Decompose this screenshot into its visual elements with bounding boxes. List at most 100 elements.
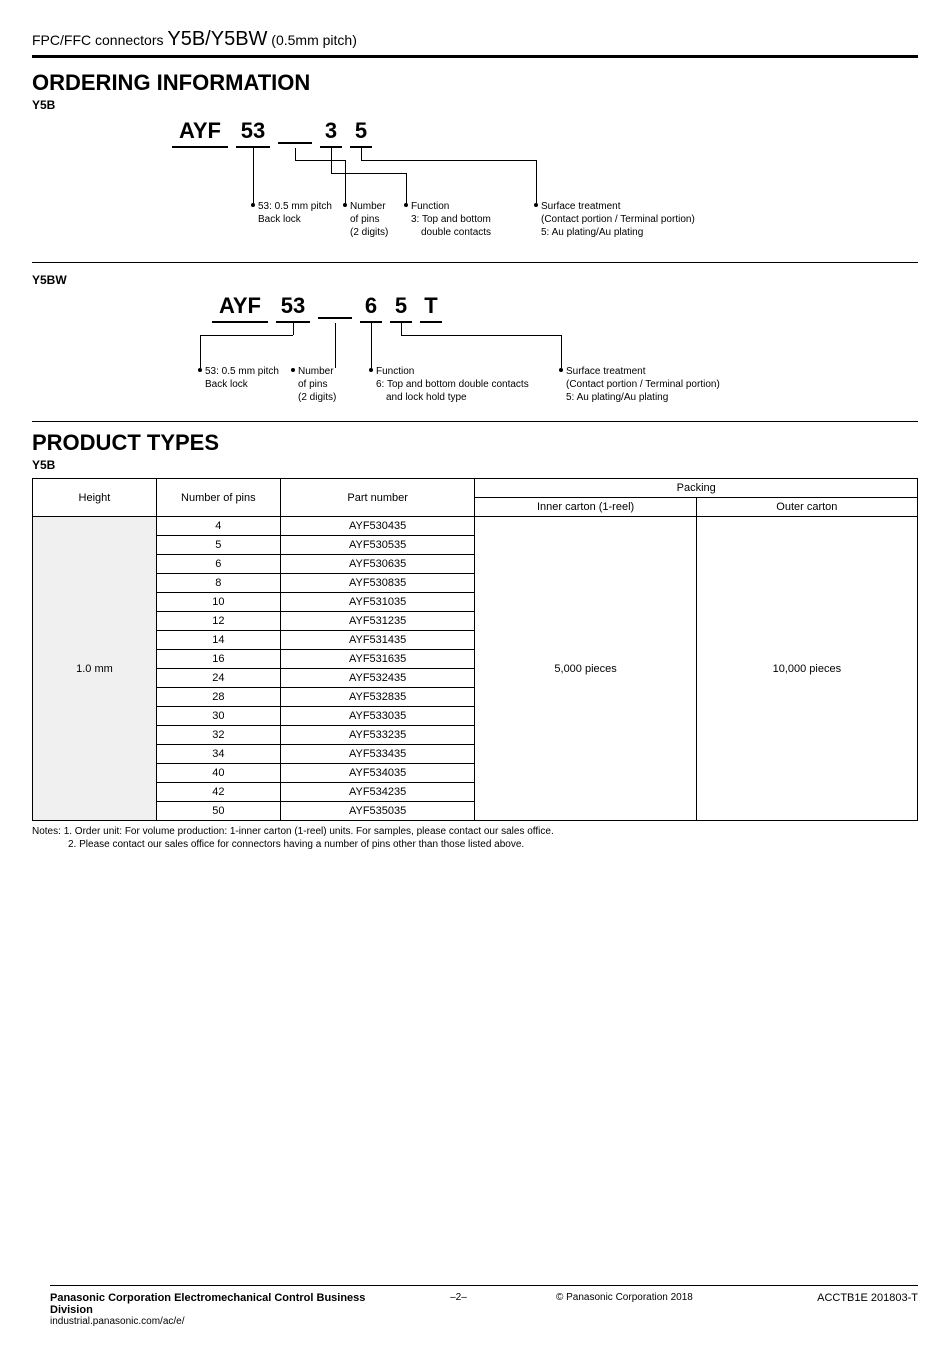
page-header: FPC/FFC connectors Y5B/Y5BW (0.5mm pitch…: [32, 28, 918, 58]
cell-pins: 30: [156, 707, 280, 726]
line: [561, 335, 562, 368]
y5b-diagram: AYF 53 3 5 53: 0.5 mm pitch Back lock Nu…: [172, 118, 918, 258]
callout-pins: Number of pins (2 digits): [298, 365, 336, 404]
note1: 1. Order unit: For volume production: 1-…: [64, 826, 554, 837]
line: [406, 173, 407, 203]
cell-pins: 6: [156, 555, 280, 574]
line: [295, 160, 345, 161]
cell-height: 1.0 mm: [33, 517, 157, 821]
line: [371, 323, 372, 368]
pn-gap: [278, 118, 312, 144]
footer-page: –2–: [407, 1292, 509, 1303]
ordering-title: ORDERING INFORMATION: [32, 70, 918, 96]
cell-partno: AYF532435: [280, 669, 475, 688]
notes-label: Notes:: [32, 826, 61, 837]
footer-copyright: © Panasonic Corporation 2018: [510, 1292, 740, 1303]
cell-partno: AYF530835: [280, 574, 475, 593]
line: [361, 160, 536, 161]
cell-pins: 10: [156, 593, 280, 612]
pn-5: 5: [390, 293, 412, 323]
cell-partno: AYF530635: [280, 555, 475, 574]
cell-inner: 5,000 pieces: [475, 517, 696, 821]
callout-surface: Surface treatment (Contact portion / Ter…: [566, 365, 720, 404]
cell-pins: 24: [156, 669, 280, 688]
page-footer: Panasonic Corporation Electromechanical …: [50, 1285, 918, 1327]
cell-partno: AYF530535: [280, 536, 475, 555]
y5b-label: Y5B: [32, 98, 918, 112]
pn-gap: [318, 293, 352, 319]
y5bw-diagram: AYF 53 6 5 T 53: 0.5 mm pitch Back lock …: [172, 293, 918, 417]
table-row: 1.0 mm4AYF5304355,000 pieces10,000 piece…: [33, 517, 918, 536]
cell-pins: 32: [156, 726, 280, 745]
y5bw-label: Y5BW: [32, 273, 918, 287]
pn-ayf: AYF: [212, 293, 268, 323]
cell-partno: AYF531435: [280, 631, 475, 650]
cell-pins: 40: [156, 764, 280, 783]
line: [293, 323, 294, 335]
product-table: Height Number of pins Part number Packin…: [32, 478, 918, 821]
line: [331, 173, 406, 174]
divider: [32, 262, 918, 263]
line: [401, 335, 561, 336]
cell-outer: 10,000 pieces: [696, 517, 917, 821]
line: [345, 160, 346, 203]
footer-division: Panasonic Corporation Electromechanical …: [50, 1292, 407, 1316]
divider: [32, 421, 918, 422]
cell-pins: 28: [156, 688, 280, 707]
bullet-icon: [343, 203, 347, 207]
line: [253, 148, 254, 203]
cell-pins: 50: [156, 802, 280, 821]
product-title: PRODUCT TYPES: [32, 430, 918, 456]
product-label: Y5B: [32, 458, 918, 472]
footer-code: ACCTB1E 201803-T: [739, 1292, 918, 1304]
pn-5: 5: [350, 118, 372, 148]
th-packing: Packing: [475, 479, 918, 498]
cell-pins: 5: [156, 536, 280, 555]
notes: Notes: 1. Order unit: For volume product…: [32, 825, 918, 851]
bullet-icon: [404, 203, 408, 207]
cell-pins: 14: [156, 631, 280, 650]
cell-partno: AYF533035: [280, 707, 475, 726]
table-header-row: Height Number of pins Part number Packin…: [33, 479, 918, 498]
pn-t: T: [420, 293, 442, 323]
cell-partno: AYF532835: [280, 688, 475, 707]
line: [295, 148, 296, 160]
callout-surface: Surface treatment (Contact portion / Ter…: [541, 200, 695, 239]
callout-function: Function 6: Top and bottom double contac…: [376, 365, 529, 404]
cell-partno: AYF534035: [280, 764, 475, 783]
pn-53: 53: [276, 293, 310, 323]
line: [361, 148, 362, 160]
header-suffix: (0.5mm pitch): [267, 32, 356, 48]
note2: 2. Please contact our sales office for c…: [32, 839, 524, 850]
th-pins: Number of pins: [156, 479, 280, 517]
pn-ayf: AYF: [172, 118, 228, 148]
cell-partno: AYF530435: [280, 517, 475, 536]
bullet-icon: [369, 368, 373, 372]
line: [536, 160, 537, 203]
line: [331, 148, 332, 173]
cell-pins: 16: [156, 650, 280, 669]
cell-pins: 4: [156, 517, 280, 536]
bullet-icon: [559, 368, 563, 372]
cell-partno: AYF535035: [280, 802, 475, 821]
pn-53: 53: [236, 118, 270, 148]
line: [401, 323, 402, 335]
line: [200, 335, 293, 336]
cell-pins: 42: [156, 783, 280, 802]
th-inner: Inner carton (1-reel): [475, 498, 696, 517]
th-height: Height: [33, 479, 157, 517]
cell-partno: AYF534235: [280, 783, 475, 802]
callout-function: Function 3: Top and bottom double contac…: [411, 200, 491, 239]
th-outer: Outer carton: [696, 498, 917, 517]
cell-partno: AYF531235: [280, 612, 475, 631]
cell-partno: AYF533435: [280, 745, 475, 764]
callout-53: 53: 0.5 mm pitch Back lock: [205, 365, 279, 391]
bullet-icon: [198, 368, 202, 372]
callout-53: 53: 0.5 mm pitch Back lock: [258, 200, 332, 226]
cell-partno: AYF531635: [280, 650, 475, 669]
bullet-icon: [534, 203, 538, 207]
pn-6: 6: [360, 293, 382, 323]
cell-partno: AYF531035: [280, 593, 475, 612]
pn-3: 3: [320, 118, 342, 148]
cell-partno: AYF533235: [280, 726, 475, 745]
